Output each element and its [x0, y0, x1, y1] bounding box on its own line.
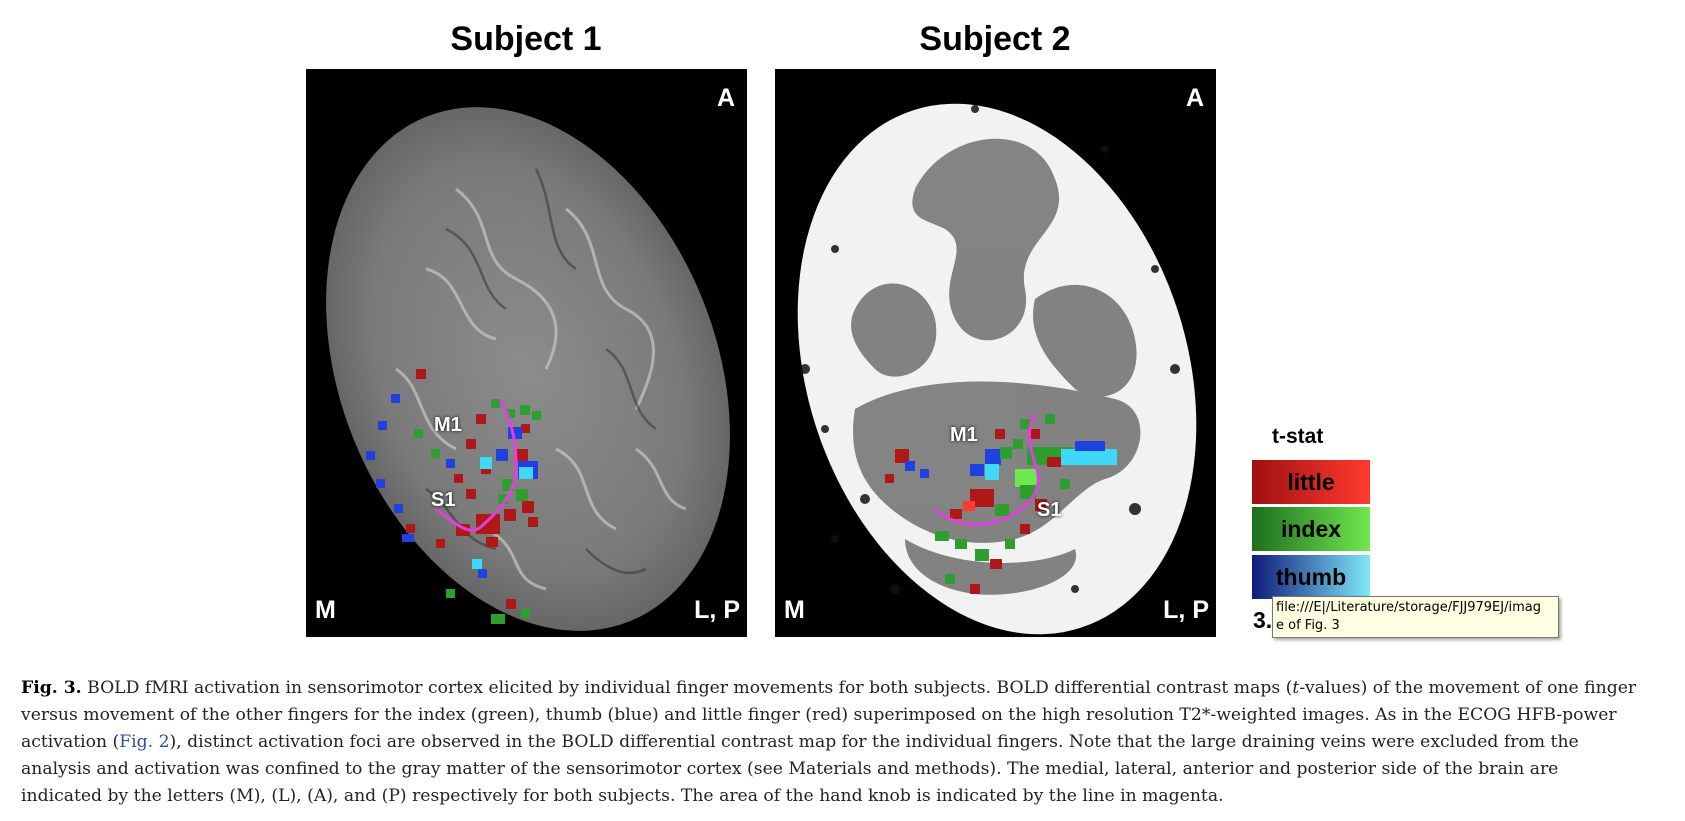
caption-fig2-link[interactable]: Fig. 2 [119, 732, 170, 752]
subject1-lateral-posterior-label: L, P [694, 596, 740, 624]
legend-title: t-stat [1272, 425, 1324, 448]
legend-swatch-little: little [1252, 460, 1370, 504]
subject2-activation-voxels [885, 414, 1117, 594]
caption-figure-label: Fig. 3. [21, 678, 82, 698]
subject2-anterior-label: A [1185, 84, 1204, 112]
caption-italic-t: t [1292, 678, 1300, 698]
caption-text-3: ), distinct activation foci are observed… [21, 732, 1579, 806]
subject1-medial-label: M [315, 596, 336, 624]
subject1-s1-label: S1 [431, 489, 456, 511]
caption-text-1: BOLD fMRI activation in sensorimotor cor… [81, 678, 1293, 698]
subject1-hand-knob-line [435, 398, 518, 532]
subject2-s1-label: S1 [1037, 499, 1062, 521]
tooltip-line-1: file:///E|/Literature/storage/FJJ979EJ/i… [1276, 600, 1541, 615]
caption-text-2: -values) of the movement of one finger v… [21, 678, 1637, 752]
legend-swatch-index: index [1252, 507, 1370, 551]
subject2-m1-label: M1 [950, 424, 978, 446]
legend-label-index: index [1280, 515, 1342, 542]
tooltip-line-2: e of Fig. 3 [1276, 618, 1340, 633]
subject1-anterior-label: A [716, 84, 735, 112]
figure-caption: Fig. 3. BOLD fMRI activation in sensorim… [21, 675, 1641, 810]
subject1-brain-svg [326, 107, 730, 631]
subject2-hand-knob-line [933, 413, 1040, 527]
subject2-title: Subject 2 [919, 20, 1071, 58]
subject2-medial-label: M [784, 596, 805, 624]
subject1-m1-label: M1 [434, 414, 462, 436]
subject2-brain-svg [797, 103, 1197, 635]
subject1-title: Subject 1 [450, 20, 602, 58]
legend-swatch-thumb: thumb [1252, 555, 1370, 599]
brain-slice [326, 107, 730, 631]
legend-label-thumb: thumb [1275, 563, 1347, 590]
subject1-activation-voxels [366, 369, 541, 624]
subject1-brain-image: A M L, P M1 S1 [306, 69, 747, 637]
subject2-brain-image: A M L, P M1 S1 [775, 69, 1216, 637]
legend-label-little: little [1287, 468, 1335, 495]
subject2-lateral-posterior-label: L, P [1163, 596, 1209, 624]
file-path-tooltip: file:///E|/Literature/storage/FJJ979EJ/i… [1272, 596, 1559, 638]
